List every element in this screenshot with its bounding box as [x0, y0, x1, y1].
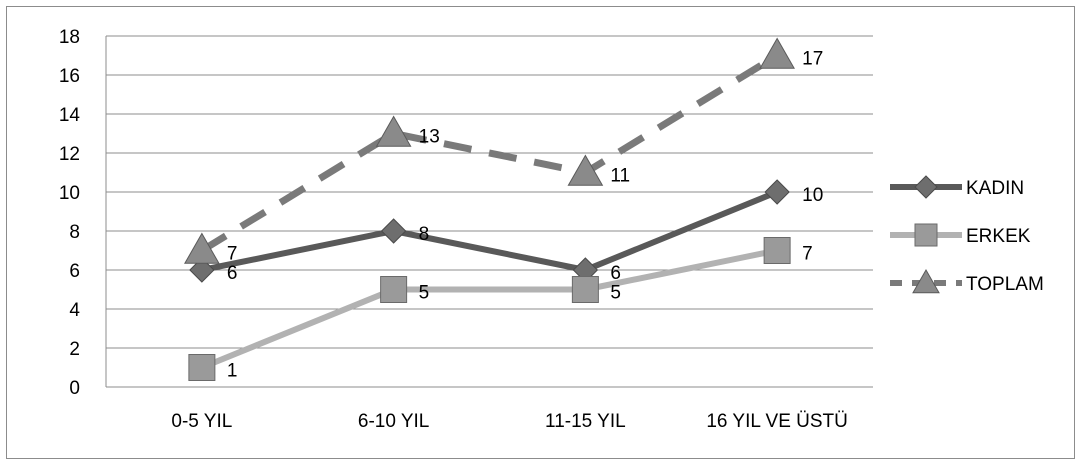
- data-point-erkek: [188, 354, 216, 381]
- legend-marker-erkek: [914, 223, 938, 247]
- y-axis-ticks: 0 2 4 6 8 10 12 14 16 18: [59, 27, 81, 399]
- data-label-toplam: 13: [419, 127, 440, 148]
- data-point-kadin: [189, 257, 215, 283]
- data-label-erkek: 1: [227, 361, 238, 382]
- data-point-toplam: [375, 115, 412, 147]
- x-tick-label: 0-5 YIL: [171, 411, 232, 432]
- data-point-kadin: [764, 179, 790, 205]
- x-tick-label: 6-10 YIL: [358, 411, 429, 432]
- data-label-erkek: 5: [419, 283, 430, 304]
- data-label-erkek: 7: [802, 244, 813, 265]
- legend: KADIN ERKEK TOPLAM: [890, 175, 1044, 295]
- legend-marker-toplam: [912, 268, 940, 294]
- series-line-kadin: [201, 189, 779, 273]
- gridlines: [105, 35, 873, 388]
- data-label-kadin: 10: [802, 185, 823, 206]
- data-point-kadin: [380, 218, 407, 244]
- series-group: [184, 37, 795, 381]
- legend-label-erkek: ERKEK: [966, 226, 1031, 247]
- data-point-toplam: [759, 37, 795, 69]
- data-point-erkek: [380, 276, 408, 303]
- legend-label-toplam: TOPLAM: [966, 274, 1044, 295]
- data-point-erkek: [571, 276, 599, 303]
- data-label-kadin: 6: [227, 263, 238, 284]
- data-point-toplam: [567, 154, 604, 186]
- y-tick-label: 4: [69, 300, 80, 321]
- legend-label-kadin: KADIN: [966, 178, 1024, 199]
- y-tick-label: 10: [59, 183, 80, 204]
- data-labels: 6 8 6 10 1 5 5 7 7 13 11 17: [227, 49, 823, 382]
- y-tick-label: 0: [69, 378, 80, 399]
- y-tick-label: 16: [59, 66, 80, 87]
- y-tick-label: 14: [59, 105, 81, 126]
- series-line-erkek: [200, 247, 778, 371]
- y-tick-label: 2: [69, 339, 80, 360]
- series-line-toplam: [200, 52, 779, 254]
- data-label-kadin: 6: [610, 263, 621, 284]
- data-label-toplam: 17: [802, 49, 823, 70]
- x-axis-ticks: 0-5 YIL 6-10 YIL 11-15 YIL 16 YIL VE ÜSTÜ: [171, 411, 847, 432]
- data-label-kadin: 8: [419, 224, 430, 245]
- data-label-toplam: 11: [610, 166, 630, 187]
- y-tick-label: 18: [59, 27, 80, 48]
- x-tick-label: 11-15 YIL: [545, 411, 626, 432]
- y-tick-label: 6: [69, 261, 80, 282]
- legend-marker-kadin: [914, 175, 938, 199]
- data-point-erkek: [763, 237, 791, 264]
- data-point-toplam: [184, 232, 220, 264]
- x-tick-label: 16 YIL VE ÜSTÜ: [706, 411, 848, 432]
- y-tick-label: 12: [59, 144, 80, 165]
- data-label-erkek: 5: [610, 283, 621, 304]
- y-tick-label: 8: [69, 222, 80, 243]
- data-label-toplam: 7: [227, 244, 238, 265]
